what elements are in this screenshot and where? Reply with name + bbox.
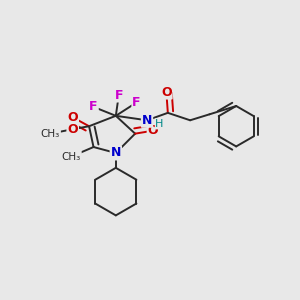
- Text: O: O: [161, 85, 172, 98]
- Text: O: O: [68, 111, 78, 124]
- Text: F: F: [115, 88, 123, 101]
- Text: F: F: [132, 96, 141, 109]
- Text: H: H: [155, 119, 164, 129]
- Text: O: O: [68, 123, 78, 136]
- Text: CH₃: CH₃: [61, 152, 81, 161]
- Text: O: O: [148, 124, 158, 137]
- Text: F: F: [89, 100, 98, 113]
- Text: N: N: [111, 146, 121, 160]
- Text: CH₃: CH₃: [41, 129, 60, 139]
- Text: N: N: [142, 114, 152, 127]
